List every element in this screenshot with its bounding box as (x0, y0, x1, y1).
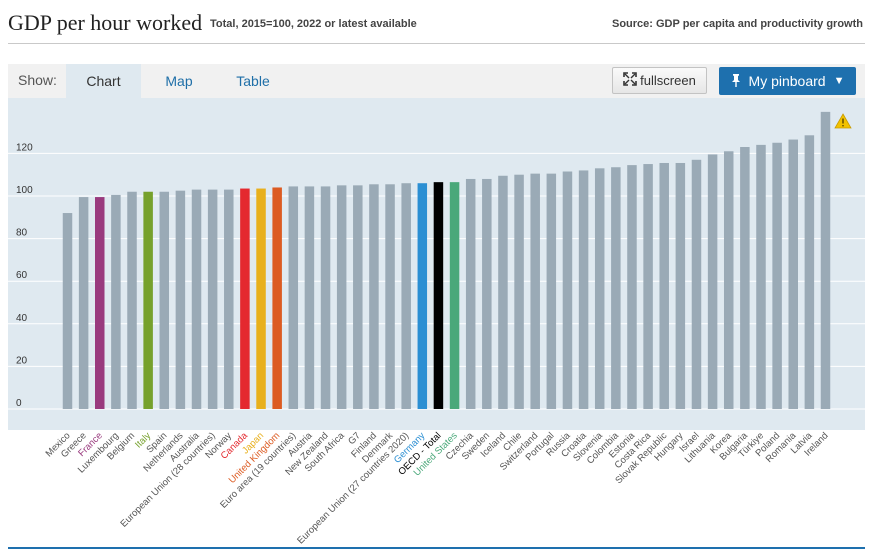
bar[interactable] (304, 186, 315, 409)
bar[interactable] (578, 170, 589, 409)
bar[interactable] (627, 165, 637, 409)
bar[interactable] (78, 197, 89, 409)
y-tick-label: 120 (16, 142, 33, 153)
bar[interactable] (691, 159, 702, 409)
bar[interactable] (95, 197, 105, 409)
bar[interactable] (62, 213, 73, 409)
tab-chart[interactable]: Chart (66, 64, 141, 98)
bar[interactable] (723, 151, 734, 409)
fullscreen-button[interactable]: fullscreen (612, 67, 707, 94)
y-tick-label: 40 (16, 313, 28, 324)
bar[interactable] (127, 191, 137, 409)
bar[interactable] (659, 162, 669, 409)
bar[interactable] (546, 173, 557, 409)
bar[interactable] (175, 190, 186, 409)
pinboard-button[interactable]: My pinboard ▼ (719, 67, 856, 95)
warning-icon[interactable] (834, 113, 852, 129)
bar[interactable] (465, 178, 476, 409)
bar[interactable] (482, 178, 492, 409)
bar[interactable] (675, 162, 686, 409)
bar[interactable] (353, 185, 363, 409)
page-title: GDP per hour worked (8, 10, 203, 35)
bar[interactable] (385, 184, 395, 409)
bar[interactable] (594, 168, 605, 409)
page-subtitle: Total, 2015=100, 2022 or latest availabl… (210, 18, 417, 30)
bar[interactable] (707, 154, 718, 409)
y-tick-label: 0 (16, 398, 22, 409)
bar[interactable] (433, 182, 444, 409)
view-tab-bar: Show: Chart Map Table fullscreen My pinb… (8, 64, 865, 98)
bar[interactable] (159, 191, 170, 409)
fullscreen-label: fullscreen (640, 73, 696, 88)
bar[interactable] (143, 191, 153, 409)
bar[interactable] (401, 183, 411, 409)
bar[interactable] (740, 147, 750, 409)
bar[interactable] (772, 142, 782, 409)
bar[interactable] (288, 186, 299, 409)
bar[interactable] (804, 135, 815, 410)
pin-icon (731, 73, 741, 90)
bar[interactable] (449, 182, 460, 409)
bar[interactable] (320, 186, 331, 409)
y-tick-label: 100 (16, 185, 33, 196)
pinboard-label: My pinboard (748, 73, 826, 89)
bar[interactable] (530, 173, 540, 409)
bar[interactable] (207, 189, 218, 409)
y-tick-label: 80 (16, 228, 28, 239)
bar[interactable] (562, 171, 573, 409)
bottom-divider (8, 547, 865, 549)
bar[interactable] (191, 189, 202, 409)
tab-table[interactable]: Table (236, 73, 270, 89)
show-label: Show: (18, 72, 57, 88)
bar[interactable] (369, 184, 379, 409)
bar[interactable] (224, 189, 234, 409)
y-tick-label: 60 (16, 270, 28, 281)
bar[interactable] (336, 185, 347, 409)
bar[interactable] (756, 144, 766, 409)
bar[interactable] (240, 188, 250, 409)
bar[interactable] (820, 111, 831, 410)
header-divider (8, 43, 865, 44)
y-tick-label: 20 (16, 355, 28, 366)
bar[interactable] (611, 167, 621, 409)
fullscreen-icon (623, 72, 637, 89)
bar[interactable] (111, 194, 121, 409)
tab-map[interactable]: Map (165, 73, 193, 89)
chevron-down-icon: ▼ (833, 75, 845, 87)
bar[interactable] (514, 174, 524, 409)
bar[interactable] (788, 139, 798, 409)
bar[interactable] (498, 175, 508, 409)
bar[interactable] (272, 187, 282, 409)
bar[interactable] (643, 164, 653, 409)
bar[interactable] (256, 188, 266, 409)
bar[interactable] (417, 183, 428, 409)
source-link[interactable]: Source: GDP per capita and productivity … (611, 18, 863, 30)
